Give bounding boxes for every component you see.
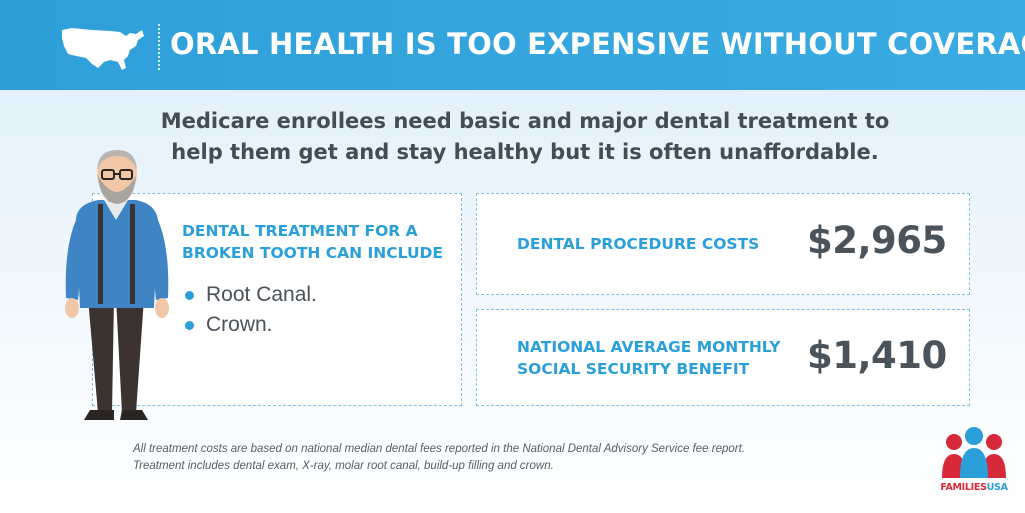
elderly-man-illustration bbox=[65, 150, 169, 420]
intro-text: Medicare enrollees need basic and major … bbox=[100, 106, 950, 168]
us-map-icon bbox=[62, 28, 144, 70]
logo-text-families: FAMILIES bbox=[940, 482, 987, 493]
social-security-label: NATIONAL AVERAGE MONTHLY SOCIAL SECURITY… bbox=[517, 336, 781, 380]
intro-line-2: help them get and stay healthy but it is… bbox=[171, 140, 879, 164]
list-item: Crown. bbox=[185, 310, 317, 340]
logo-wordmark: FAMILIESUSA bbox=[934, 482, 1014, 493]
treatment-title-line-1: DENTAL TREATMENT FOR A bbox=[182, 222, 418, 240]
list-item-label: Crown. bbox=[206, 313, 273, 336]
procedure-cost-card: DENTAL PROCEDURE COSTS $2,965 bbox=[476, 193, 970, 295]
social-security-label-line-1: NATIONAL AVERAGE MONTHLY bbox=[517, 338, 781, 356]
families-usa-logo-icon bbox=[942, 427, 1006, 478]
treatment-card-title: DENTAL TREATMENT FOR A BROKEN TOOTH CAN … bbox=[182, 220, 452, 264]
families-usa-logo: FAMILIESUSA bbox=[934, 424, 1014, 496]
bullet-dot-icon bbox=[185, 320, 194, 330]
intro-line-1: Medicare enrollees need basic and major … bbox=[160, 109, 890, 133]
treatment-title-line-2: BROKEN TOOTH CAN INCLUDE bbox=[182, 244, 443, 262]
social-security-label-line-2: SOCIAL SECURITY BENEFIT bbox=[517, 360, 750, 378]
list-item-label: Root Canal. bbox=[206, 283, 317, 306]
list-item: Root Canal. bbox=[185, 280, 317, 310]
banner-divider bbox=[158, 24, 160, 70]
footnote-line-2: Treatment includes dental exam, X-ray, m… bbox=[133, 460, 554, 472]
procedure-cost-value: $2,965 bbox=[807, 219, 947, 262]
header-banner: ORAL HEALTH IS TOO EXPENSIVE WITHOUT COV… bbox=[0, 0, 1025, 90]
footnote: All treatment costs are based on nationa… bbox=[133, 441, 893, 475]
logo-text-usa: USA bbox=[986, 482, 1008, 493]
procedure-cost-label: DENTAL PROCEDURE COSTS bbox=[517, 235, 760, 253]
page-title: ORAL HEALTH IS TOO EXPENSIVE WITHOUT COV… bbox=[170, 27, 1025, 61]
social-security-value: $1,410 bbox=[807, 334, 947, 377]
footnote-line-1: All treatment costs are based on nationa… bbox=[133, 443, 745, 455]
social-security-card: NATIONAL AVERAGE MONTHLY SOCIAL SECURITY… bbox=[476, 309, 970, 406]
treatment-list: Root Canal. Crown. bbox=[185, 280, 317, 340]
bullet-dot-icon bbox=[185, 290, 194, 300]
